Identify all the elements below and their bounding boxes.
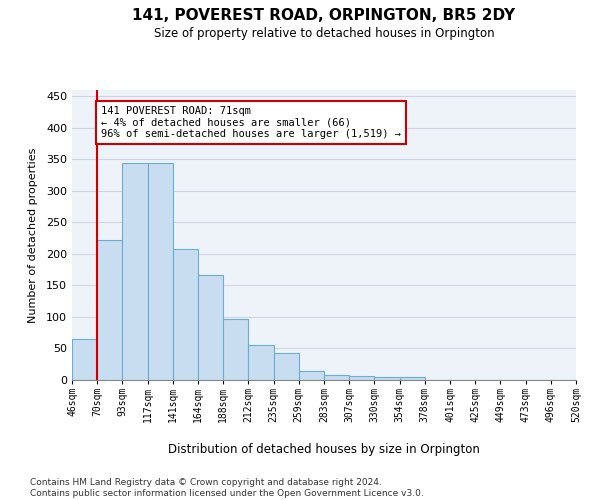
Bar — [122, 162, 148, 380]
Bar — [374, 377, 400, 380]
Bar — [299, 371, 324, 380]
Bar — [148, 162, 173, 380]
Bar — [173, 249, 198, 380]
Text: Distribution of detached houses by size in Orpington: Distribution of detached houses by size … — [168, 442, 480, 456]
Text: 141 POVEREST ROAD: 71sqm
← 4% of detached houses are smaller (66)
96% of semi-de: 141 POVEREST ROAD: 71sqm ← 4% of detache… — [101, 106, 401, 139]
Bar — [274, 353, 299, 380]
Bar — [97, 240, 122, 380]
Text: Contains HM Land Registry data © Crown copyright and database right 2024.
Contai: Contains HM Land Registry data © Crown c… — [30, 478, 424, 498]
Bar — [349, 376, 374, 380]
Text: 141, POVEREST ROAD, ORPINGTON, BR5 2DY: 141, POVEREST ROAD, ORPINGTON, BR5 2DY — [133, 8, 515, 22]
Bar — [223, 319, 248, 380]
Text: Size of property relative to detached houses in Orpington: Size of property relative to detached ho… — [154, 28, 494, 40]
Bar — [248, 344, 274, 380]
Bar — [72, 339, 97, 380]
Bar — [324, 375, 349, 380]
Bar — [400, 377, 425, 380]
Y-axis label: Number of detached properties: Number of detached properties — [28, 148, 38, 322]
Bar — [198, 274, 223, 380]
